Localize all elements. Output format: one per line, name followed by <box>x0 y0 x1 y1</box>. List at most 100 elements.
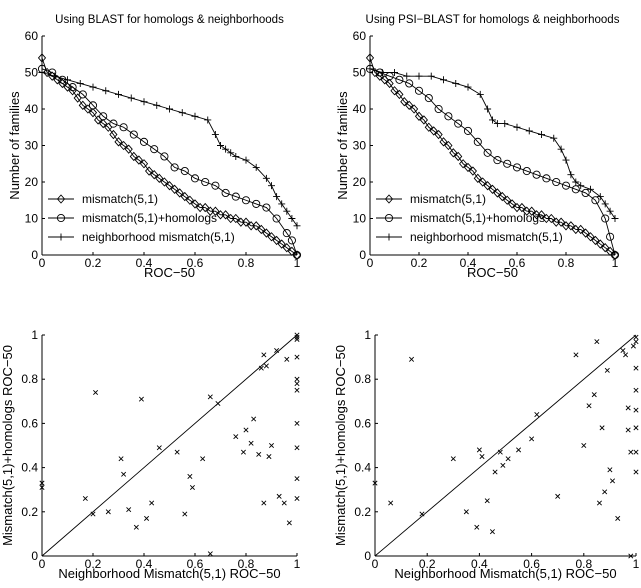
legend-entry: mismatch(5,1)+homologs <box>410 211 545 225</box>
legend-entry: mismatch(5,1) <box>82 192 158 206</box>
data-point <box>121 471 127 477</box>
x-tick-label: 0 <box>367 256 374 270</box>
data-point <box>596 193 604 201</box>
x-tick-label: 1 <box>294 557 301 571</box>
data-point <box>119 123 128 132</box>
data-point <box>139 137 149 146</box>
series-plus <box>366 65 619 222</box>
data-point <box>185 195 194 205</box>
data-point <box>463 126 473 135</box>
data-point <box>200 456 206 462</box>
y-tick-label: 0 <box>364 549 371 563</box>
y-tick-label: 20 <box>353 175 367 189</box>
data-point <box>633 387 639 393</box>
data-point <box>294 496 300 502</box>
series-line <box>369 68 616 219</box>
data-point <box>221 210 230 220</box>
data-point <box>276 493 282 499</box>
data-point <box>231 213 240 224</box>
y-tick-label: 50 <box>353 66 367 80</box>
data-point <box>294 336 300 342</box>
data-point <box>294 420 300 426</box>
data-point <box>274 347 280 353</box>
data-point <box>576 224 585 235</box>
data-point <box>474 524 480 530</box>
data-point <box>606 207 614 215</box>
x-tick-label: 0.4 <box>471 557 488 571</box>
legend-entry: neighborhood mismatch(5,1) <box>82 230 235 244</box>
data-point <box>180 191 189 202</box>
data-point <box>607 467 613 473</box>
x-axis-label: ROC−50 <box>144 265 195 280</box>
data-point <box>88 101 98 110</box>
data-point <box>217 142 224 149</box>
y-tick-label: 0.2 <box>21 505 38 519</box>
data-point <box>449 148 458 158</box>
data-point <box>139 159 149 169</box>
data-point <box>156 445 162 451</box>
data-point <box>527 206 536 216</box>
data-point <box>586 403 592 409</box>
data-point <box>267 232 276 242</box>
data-point <box>51 72 59 80</box>
data-point <box>633 365 639 371</box>
data-point <box>231 192 240 201</box>
data-point <box>294 381 300 387</box>
data-point <box>561 181 571 190</box>
data-point <box>68 83 77 92</box>
x-tick-label: 0.8 <box>558 256 575 270</box>
data-point <box>427 72 435 80</box>
x-tick-label: 0.6 <box>187 557 204 571</box>
series-diamond <box>365 53 620 260</box>
data-point <box>372 480 378 486</box>
data-point <box>601 214 610 223</box>
data-point <box>410 104 419 114</box>
data-point <box>201 177 210 187</box>
data-point <box>263 363 269 369</box>
legend: mismatch(5,1) mismatch(5,1)+homologs neigh… <box>376 192 563 244</box>
scatter-points <box>372 334 639 559</box>
data-point <box>170 163 179 172</box>
data-point <box>405 79 414 88</box>
x-tick-label: 0 <box>372 557 379 571</box>
data-point <box>258 365 264 371</box>
data-point <box>581 228 590 238</box>
data-point <box>262 174 270 182</box>
data-point <box>39 484 45 491</box>
data-point <box>233 434 239 440</box>
data-point <box>294 376 300 382</box>
data-point <box>414 86 424 95</box>
data-point <box>478 177 487 187</box>
data-point <box>454 119 463 128</box>
y-axis-label: Number of families <box>335 91 350 200</box>
data-point <box>599 425 605 431</box>
series-circle <box>365 64 620 260</box>
data-point <box>294 334 300 340</box>
y-tick-label: 30 <box>25 139 39 153</box>
y-tick-label: 0.6 <box>21 416 38 430</box>
data-point <box>76 79 84 87</box>
data-point <box>251 416 257 422</box>
data-point <box>395 89 404 100</box>
data-point <box>78 90 87 99</box>
data-point <box>479 454 485 460</box>
data-point <box>525 127 533 135</box>
data-point <box>529 436 535 442</box>
data-point <box>388 500 394 506</box>
data-point <box>272 214 281 223</box>
y-axis-label: Mismatch(5,1)+homologs ROC−50 <box>333 345 348 546</box>
y-tick-label: 30 <box>353 139 367 153</box>
data-point <box>138 396 144 402</box>
data-point <box>497 449 503 455</box>
data-point <box>476 447 482 453</box>
data-point <box>537 210 546 220</box>
data-point <box>232 152 240 160</box>
data-point <box>261 500 267 506</box>
data-point <box>256 451 262 457</box>
data-point <box>282 243 291 253</box>
x-tick-label: 0.2 <box>419 557 436 571</box>
data-point <box>257 224 266 235</box>
legend-marker <box>385 233 393 241</box>
data-point <box>215 400 221 407</box>
